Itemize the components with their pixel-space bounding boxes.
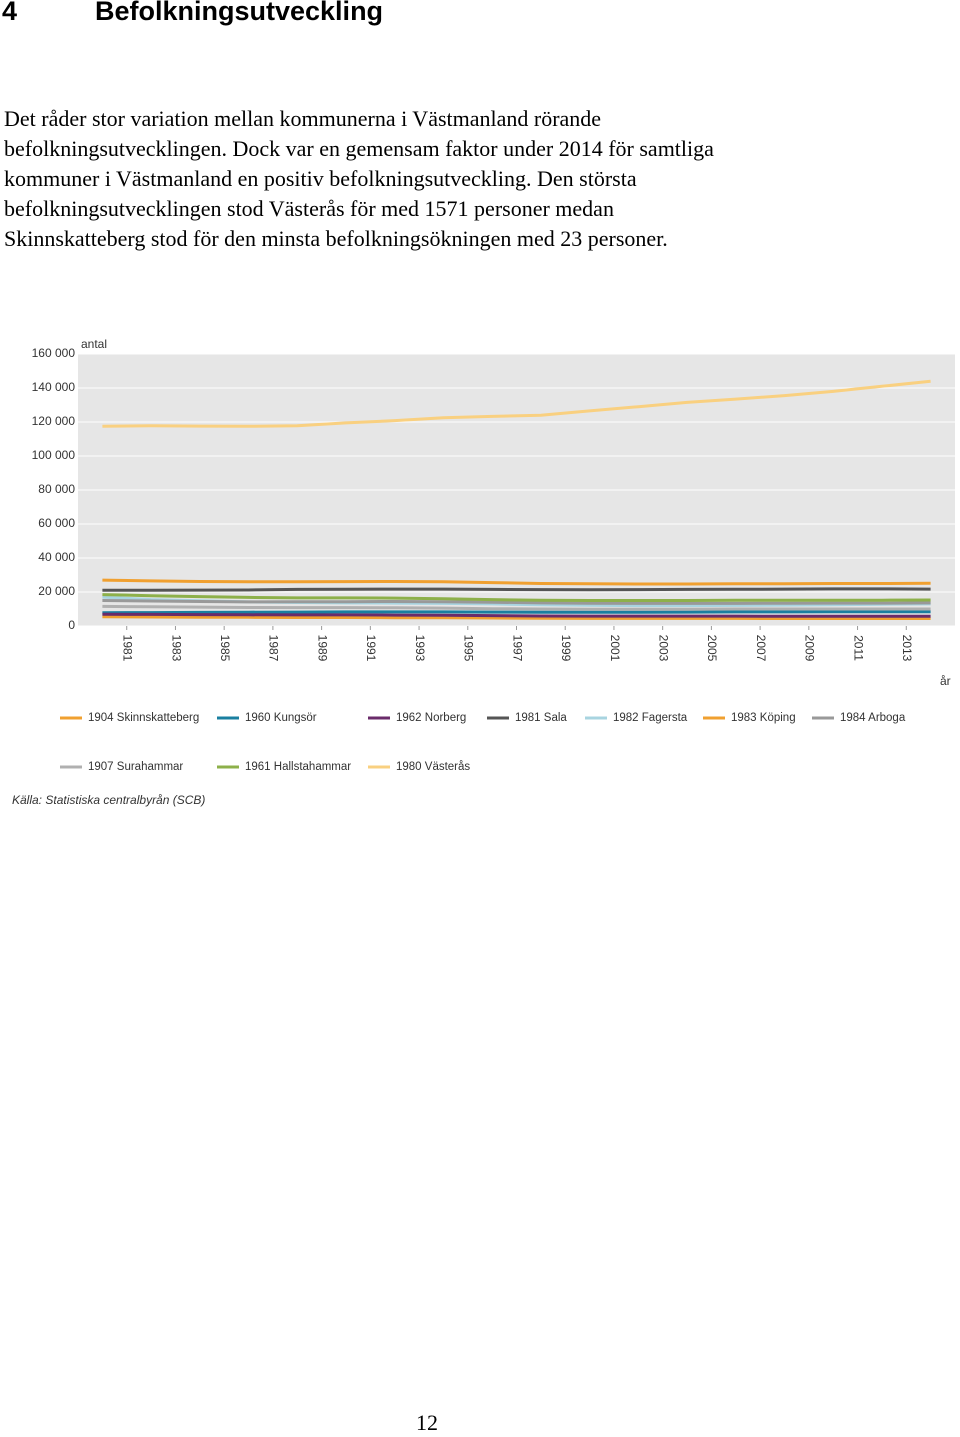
legend-label: 1904 Skinnskatteberg	[88, 712, 199, 724]
y-tick-label: 0	[68, 618, 75, 632]
series-line	[102, 610, 931, 615]
legend-label: 1982 Fagersta	[613, 712, 688, 724]
paragraph-line: Skinnskatteberg stod för den minsta befo…	[4, 226, 668, 251]
series-line	[102, 587, 931, 592]
x-tick-label: 2009	[803, 635, 817, 662]
y-tick-label: 140 000	[32, 380, 76, 394]
x-tick-label: 1997	[510, 635, 524, 662]
y-tick-label: 160 000	[32, 346, 76, 360]
y-tick-label: 100 000	[32, 448, 76, 462]
x-axis-label: år	[940, 674, 951, 688]
legend-label: 1980 Västerås	[396, 761, 470, 773]
x-tick-label: 2013	[900, 635, 914, 662]
series-line	[102, 379, 931, 428]
x-tick-label: 1983	[169, 635, 183, 662]
legend-label: 1961 Hallstahammar	[245, 761, 351, 773]
x-tick-label: 2003	[656, 635, 670, 662]
legend-label: 1907 Surahammar	[88, 761, 183, 773]
x-tick-label: 2001	[608, 635, 622, 662]
source: Källa: Statistiska centralbyrån (SCB)	[12, 793, 205, 807]
legend-label: 1981 Sala	[515, 712, 567, 724]
paragraph-line: Det råder stor variation mellan kommuner…	[4, 106, 602, 131]
heading-title: Befolkningsutveckling	[95, 0, 384, 26]
x-tick-label: 2011	[851, 635, 865, 661]
chart: 0 20 000 40 000 60 000 80 000 100 000 120 000 1…	[12, 337, 955, 807]
x-tick-label: 1991	[364, 635, 378, 662]
legend-label: 1960 Kungsör	[245, 712, 317, 724]
paragraph-line: kommuner i Västmanland en positiv befolk…	[4, 166, 637, 191]
y-axis-label: antal	[81, 337, 107, 351]
x-tick-label: 1985	[218, 635, 232, 662]
y-tick-label: 20 000	[38, 584, 75, 598]
series-line	[102, 615, 931, 620]
series-line	[102, 612, 931, 618]
y-tick-label: 40 000	[38, 550, 75, 564]
x-tick-label: 2005	[705, 635, 719, 662]
series-line	[102, 604, 931, 611]
x-tick-label: 2007	[754, 635, 768, 662]
y-tick-label: 120 000	[32, 414, 76, 428]
legend-label: 1983 Köping	[731, 712, 796, 724]
paragraph-line: befolkningsutvecklingen stod Västerås fö…	[4, 196, 614, 221]
y-tick-label: 80 000	[38, 482, 75, 496]
x-tick-label: 1993	[413, 635, 427, 662]
x-tick-label: 1981	[121, 635, 135, 662]
series-line	[102, 599, 931, 605]
paragraph: Det råder stor variation mellan kommuner…	[4, 104, 714, 254]
x-tick-label: 1995	[462, 635, 476, 662]
legend-label: 1962 Norberg	[396, 712, 466, 724]
x-tick-label: 1999	[559, 635, 573, 662]
series-line	[102, 593, 931, 602]
x-tick-label: 1987	[267, 635, 281, 662]
page-number: 12	[416, 1410, 438, 1435]
series-line	[102, 578, 931, 586]
legend-label: 1984 Arboga	[840, 712, 906, 724]
x-tick-label: 1989	[315, 635, 329, 662]
paragraph-line: befolkningsutvecklingen. Dock var en gem…	[4, 136, 714, 161]
y-tick-label: 60 000	[38, 516, 75, 530]
heading-number: 4	[2, 0, 18, 26]
